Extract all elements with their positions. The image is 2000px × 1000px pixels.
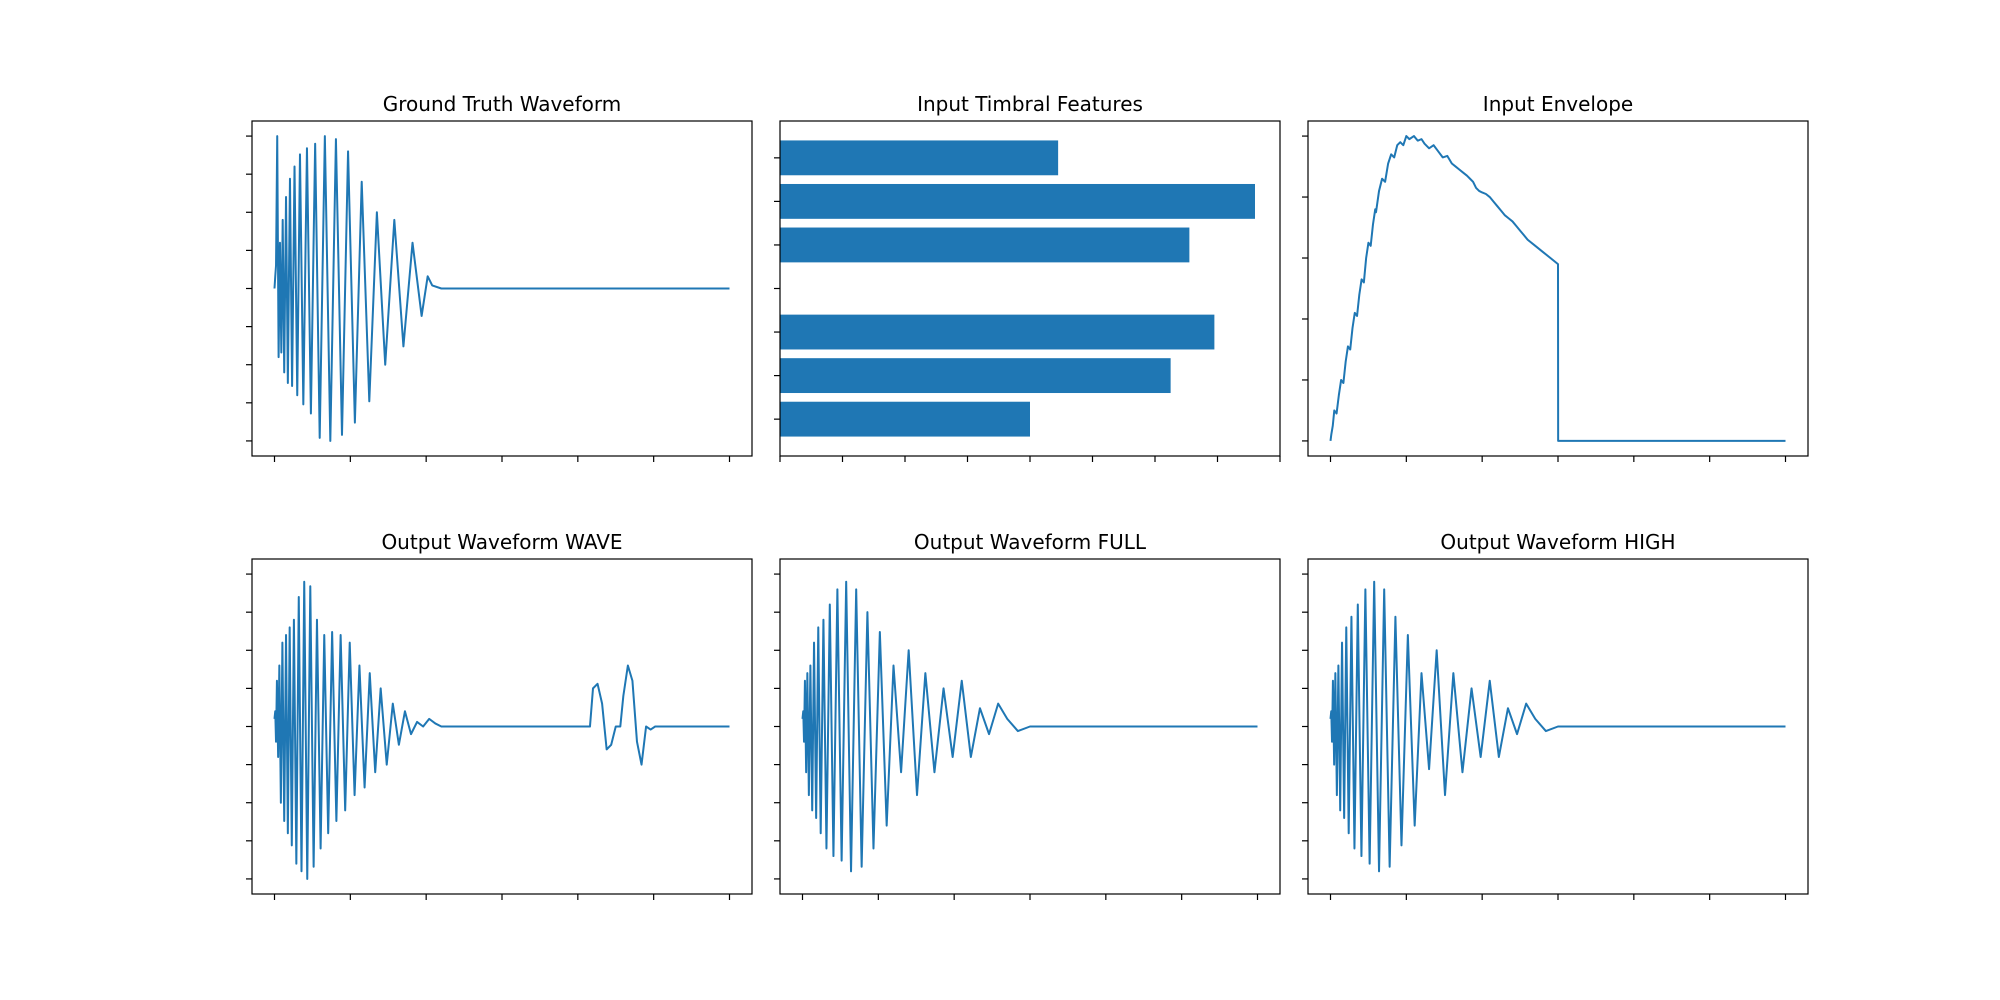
bar xyxy=(780,358,1171,394)
bar xyxy=(780,314,1215,350)
waveform-trace xyxy=(801,580,1258,873)
subplot-output-waveform-wave: Output Waveform WAVE xyxy=(246,530,753,900)
plot-title: Output Waveform FULL xyxy=(914,530,1147,554)
waveform-trace xyxy=(1329,580,1786,873)
bar xyxy=(780,401,1030,437)
waveform-trace xyxy=(1329,135,1786,442)
axes-frame xyxy=(251,558,753,895)
plot-title: Input Timbral Features xyxy=(917,92,1143,116)
axes-frame xyxy=(779,558,1281,895)
subplot-ground-truth-waveform: Ground Truth Waveform xyxy=(246,92,753,462)
subplot-output-waveform-full: Output Waveform FULL xyxy=(774,530,1281,900)
axes-frame xyxy=(779,120,1281,457)
subplot-input-envelope: Input Envelope xyxy=(1302,92,1809,462)
plot-title: Ground Truth Waveform xyxy=(383,92,622,116)
axes-frame xyxy=(1307,120,1809,457)
plot-title: Input Envelope xyxy=(1483,92,1633,116)
bar xyxy=(780,183,1255,219)
axes-frame xyxy=(251,120,753,457)
bar xyxy=(780,140,1059,176)
plot-title: Output Waveform HIGH xyxy=(1440,530,1675,554)
plot-title: Output Waveform WAVE xyxy=(381,530,622,554)
waveform-trace xyxy=(273,135,730,442)
waveform-trace xyxy=(273,580,730,880)
subplot-input-timbral-features: Input Timbral Features xyxy=(774,92,1281,462)
subplot-output-waveform-high: Output Waveform HIGH xyxy=(1302,530,1809,900)
axes-frame xyxy=(1307,558,1809,895)
bar xyxy=(780,227,1190,263)
